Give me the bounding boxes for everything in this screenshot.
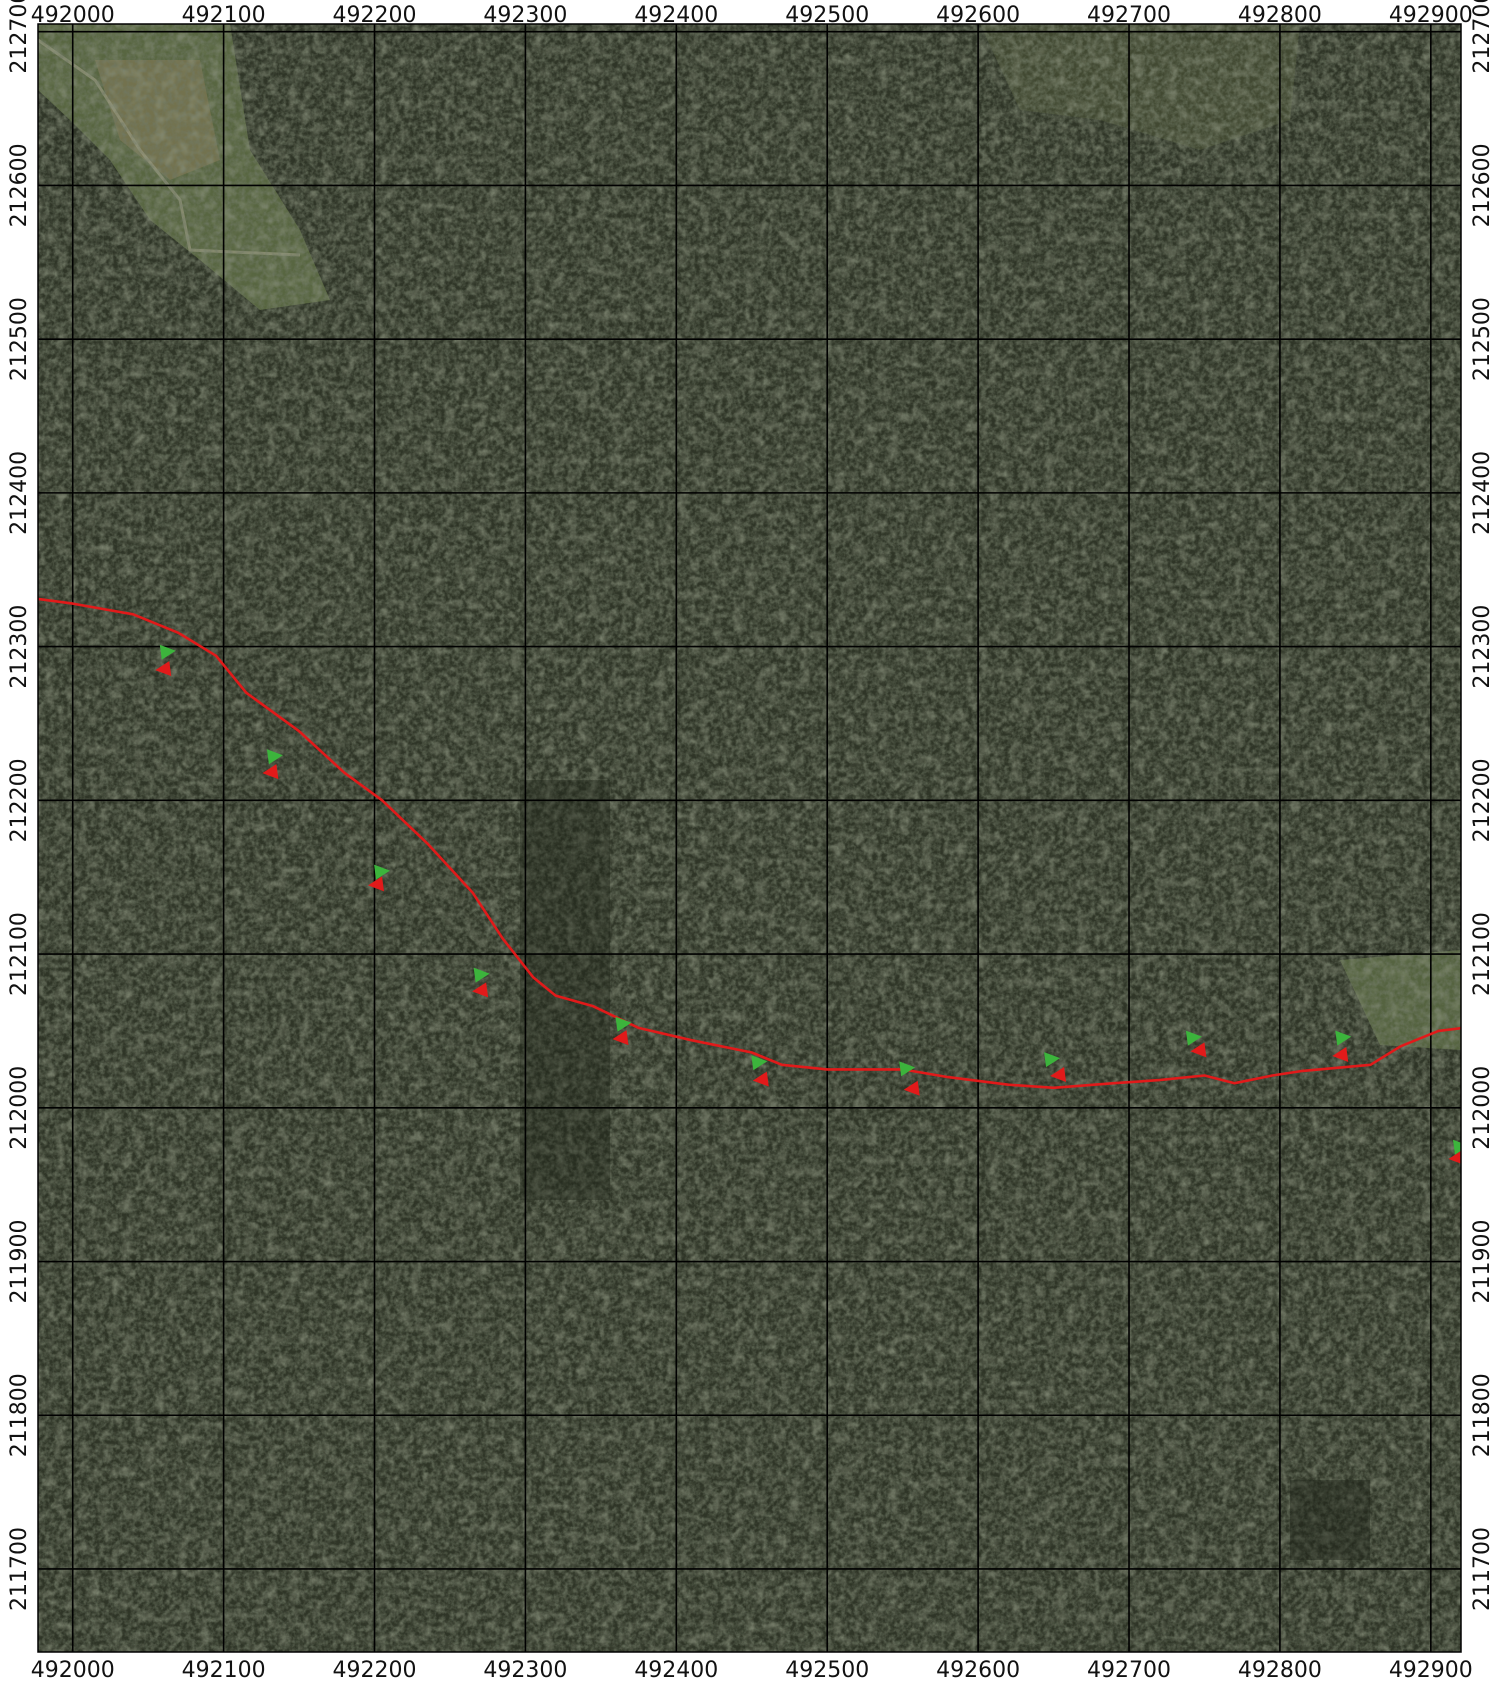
triangle-marker-red — [1050, 1066, 1067, 1082]
triangle-marker-green — [1335, 1030, 1352, 1046]
easting-label-bottom: 492500 — [785, 1658, 869, 1683]
coordinate-grid — [38, 24, 1461, 1652]
northing-label-left: 212200 — [7, 758, 32, 842]
triangle-marker-green — [473, 967, 490, 983]
northing-label-right: 212700 — [1470, 0, 1495, 74]
northing-label-right: 212400 — [1470, 451, 1495, 535]
easting-label-top: 492400 — [634, 3, 718, 28]
triangle-marker-green — [1453, 1139, 1461, 1155]
northing-label-left: 212500 — [7, 297, 32, 381]
triangle-marker-red — [612, 1030, 629, 1046]
northing-label-left: 211800 — [7, 1373, 32, 1457]
easting-label-bottom: 492800 — [1238, 1658, 1322, 1683]
triangle-marker-green — [266, 749, 283, 765]
triangle-marker-red — [368, 876, 385, 892]
easting-label-top: 492600 — [936, 3, 1020, 28]
northing-label-right: 212200 — [1470, 758, 1495, 842]
northing-label-left: 212400 — [7, 451, 32, 535]
triangle-marker-red — [155, 661, 172, 677]
route-line — [38, 597, 1461, 1090]
top-easting-labels: 492000 492100 492200 492300 492400 492500 4926… — [31, 3, 1473, 28]
triangle-marker-red — [472, 982, 489, 998]
northing-label-right: 211900 — [1470, 1220, 1495, 1304]
northing-label-right: 212300 — [1470, 605, 1495, 689]
northing-label-left: 211900 — [7, 1220, 32, 1304]
triangle-marker-red — [1190, 1042, 1207, 1058]
route-markers — [155, 644, 1461, 1164]
northing-label-left: 212600 — [7, 143, 32, 227]
easting-label-top: 492100 — [182, 3, 266, 28]
easting-label-top: 492500 — [785, 3, 869, 28]
easting-label-top: 492700 — [1087, 3, 1171, 28]
triangle-marker-green — [751, 1055, 768, 1071]
easting-label-bottom: 492000 — [31, 1658, 115, 1683]
right-northing-labels: 212700 212600 212500 212400 212300 212200 2121… — [1470, 0, 1495, 1611]
easting-label-top: 492300 — [483, 3, 567, 28]
easting-label-bottom: 492100 — [182, 1658, 266, 1683]
triangle-marker-green — [615, 1016, 632, 1032]
shadow-zone — [520, 780, 610, 1200]
northing-label-left: 212300 — [7, 605, 32, 689]
triangle-marker-red — [752, 1071, 769, 1087]
northing-label-right: 212100 — [1470, 912, 1495, 996]
triangle-marker-green — [1185, 1030, 1202, 1046]
map-frame — [37, 23, 1462, 1653]
aerial-imagery — [38, 24, 1461, 1652]
easting-label-top: 492900 — [1389, 3, 1473, 28]
easting-label-bottom: 492600 — [936, 1658, 1020, 1683]
triangle-marker-red — [1332, 1046, 1349, 1062]
northing-label-right: 212500 — [1470, 297, 1495, 381]
shadow-zone — [1290, 1480, 1370, 1560]
easting-label-bottom: 492900 — [1389, 1658, 1473, 1683]
triangle-marker-green — [374, 864, 391, 880]
triangle-marker-red — [903, 1080, 920, 1096]
easting-label-bottom: 492400 — [634, 1658, 718, 1683]
easting-label-bottom: 492300 — [483, 1658, 567, 1683]
route — [38, 597, 1461, 1090]
northing-label-left: 212700 — [7, 0, 32, 74]
northing-label-left: 212000 — [7, 1066, 32, 1150]
triangle-marker-green — [1044, 1052, 1061, 1068]
easting-label-bottom: 492200 — [333, 1658, 417, 1683]
triangle-marker-red — [1448, 1150, 1461, 1164]
easting-label-top: 492000 — [31, 3, 115, 28]
northing-label-left: 212100 — [7, 912, 32, 996]
northing-label-left: 211700 — [7, 1527, 32, 1611]
northing-label-right: 211800 — [1470, 1373, 1495, 1457]
northing-label-right: 212600 — [1470, 143, 1495, 227]
triangle-marker-green — [159, 644, 176, 660]
bottom-easting-labels: 492000 492100 492200 492300 492400 492500 4926… — [31, 1658, 1473, 1683]
triangle-marker-red — [262, 764, 279, 780]
tree-texture-coarse — [38, 24, 1461, 1652]
triangle-marker-green — [899, 1061, 916, 1077]
easting-label-bottom: 492700 — [1087, 1658, 1171, 1683]
easting-label-top: 492200 — [333, 3, 417, 28]
northing-label-right: 212000 — [1470, 1066, 1495, 1150]
left-northing-labels: 212700 212600 212500 212400 212300 212200 2121… — [7, 0, 32, 1611]
northing-label-right: 211700 — [1470, 1527, 1495, 1611]
easting-label-top: 492800 — [1238, 3, 1322, 28]
